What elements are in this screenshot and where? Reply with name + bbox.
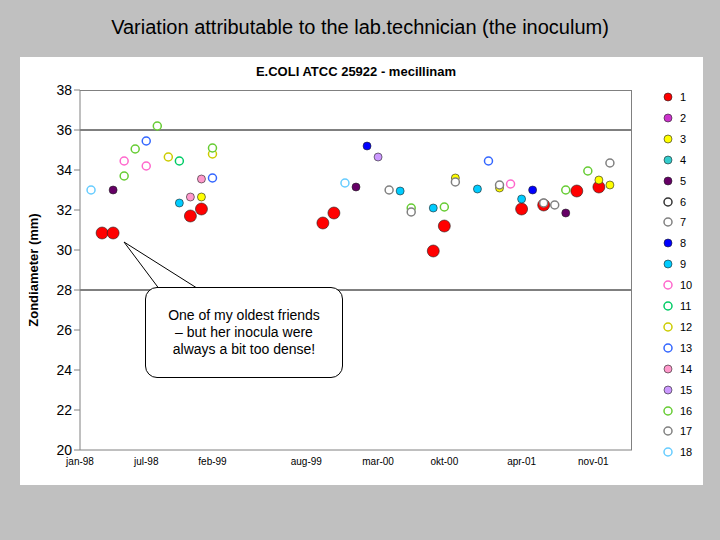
svg-text:nov-01: nov-01: [578, 456, 609, 467]
html-text:2: 2: [680, 111, 687, 124]
html-text:E.COLI ATCC 25922 - mecillinam: E.COLI ATCC 25922 - mecillinam: [255, 64, 457, 79]
svg-text:feb-99: feb-99: [198, 456, 227, 467]
html-text:11: 11: [680, 300, 692, 312]
html-text:16: 16: [680, 404, 693, 417]
html-text:15: 15: [680, 383, 693, 396]
svg-text:38: 38: [56, 82, 72, 98]
html-text:One of my oldest friends – but: One of my oldest friends – but her inocu…: [168, 307, 320, 357]
svg-text:24: 24: [56, 362, 72, 378]
svg-text:28: 28: [56, 282, 72, 298]
html-text:4: 4: [680, 153, 687, 166]
html-text:8: 8: [680, 237, 687, 250]
svg-text:jul-98: jul-98: [133, 456, 159, 467]
html-text:14: 14: [680, 362, 693, 375]
svg-text:okt-00: okt-00: [430, 456, 458, 467]
svg-text:apr-01: apr-01: [507, 456, 536, 467]
svg-text:jan-98: jan-98: [66, 456, 94, 468]
svg-text:mar-00: mar-00: [362, 456, 394, 467]
svg-text:26: 26: [56, 322, 72, 338]
html-text:17: 17: [680, 425, 693, 438]
svg-text:aug-99: aug-99: [291, 456, 323, 467]
html-text:3: 3: [680, 132, 687, 145]
svg-text:36: 36: [56, 122, 72, 138]
html-text:Zondiameter (mm): Zondiameter (mm): [25, 213, 41, 327]
html-text:13: 13: [680, 341, 693, 354]
svg-text:34: 34: [56, 162, 72, 178]
html-text:1: 1: [680, 91, 687, 103]
html-text:10: 10: [680, 279, 693, 292]
html-text:5: 5: [680, 174, 687, 187]
html-text:Variation attributable to the: Variation attributable to the lab.techni…: [111, 16, 609, 38]
svg-text:20: 20: [56, 442, 72, 458]
svg-text:30: 30: [56, 242, 72, 258]
html-text:9: 9: [680, 258, 687, 271]
html-text:6: 6: [680, 195, 687, 208]
html-text:18: 18: [680, 446, 693, 459]
html-text:12: 12: [680, 320, 693, 333]
html-text:7: 7: [680, 216, 687, 229]
svg-text:32: 32: [56, 202, 72, 218]
svg-text:22: 22: [56, 402, 72, 418]
